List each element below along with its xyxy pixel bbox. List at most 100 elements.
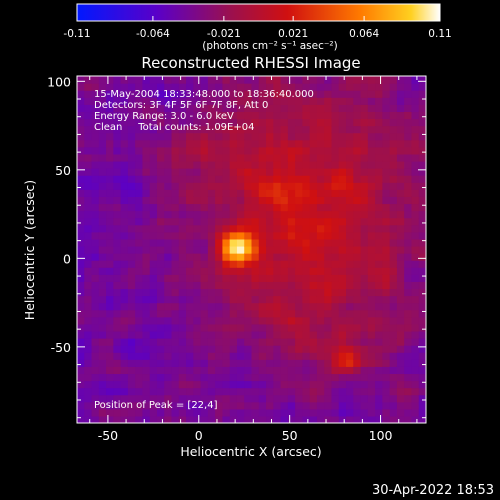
- heatmap-cell: [186, 175, 194, 183]
- heatmap-cell: [295, 401, 303, 410]
- heatmap-cell: [164, 387, 173, 396]
- heatmap-cell: [84, 132, 93, 141]
- heatmap-cell: [251, 281, 260, 290]
- heatmap-cell: [331, 224, 340, 233]
- heatmap-cell: [309, 302, 318, 311]
- heatmap-cell: [418, 394, 426, 403]
- heatmap-cell: [127, 415, 136, 423]
- heatmap-cell: [171, 288, 180, 297]
- heatmap-cell: [353, 182, 362, 190]
- heatmap-cell: [353, 245, 362, 254]
- heatmap-cell: [338, 104, 347, 113]
- heatmap-cell: [309, 196, 318, 205]
- heatmap-cell: [338, 288, 347, 297]
- heatmap-cell: [375, 408, 383, 417]
- heatmap-cell: [273, 366, 282, 375]
- heatmap-cell: [411, 359, 420, 367]
- heatmap-cell: [229, 359, 238, 367]
- heatmap-cell: [367, 90, 376, 98]
- heatmap-cell: [106, 323, 114, 332]
- heatmap-cell: [404, 288, 413, 297]
- heatmap-cell: [98, 415, 107, 423]
- heatmap-cell: [353, 231, 362, 240]
- heatmap-cell: [244, 175, 253, 183]
- heatmap-cell: [91, 125, 100, 134]
- heatmap-cell: [91, 359, 100, 367]
- heatmap-cell: [338, 408, 347, 417]
- heatmap-cell: [302, 97, 311, 105]
- heatmap-cell: [346, 380, 354, 389]
- heatmap-cell: [215, 338, 224, 346]
- heatmap-cell: [91, 316, 100, 325]
- heatmap-cell: [338, 323, 347, 332]
- heatmap-cell: [302, 387, 311, 396]
- heatmap-cell: [207, 408, 216, 417]
- heatmap-cell: [367, 366, 376, 375]
- heatmap-cell: [207, 97, 216, 105]
- heatmap-cell: [222, 224, 231, 233]
- heatmap-cell: [193, 415, 202, 423]
- heatmap-cell: [280, 168, 289, 176]
- peak-position-label: Position of Peak = [22,4]: [94, 400, 218, 411]
- heatmap-cell: [236, 153, 245, 162]
- heatmap-cell: [113, 401, 122, 410]
- heatmap-cell: [200, 203, 209, 212]
- heatmap-cell: [360, 408, 369, 417]
- heatmap-cell: [382, 366, 391, 375]
- heatmap-cell: [135, 125, 144, 134]
- heatmap-cell: [309, 352, 318, 360]
- heatmap-cell: [258, 83, 267, 91]
- heatmap-cell: [106, 153, 114, 162]
- heatmap-cell: [113, 118, 122, 127]
- heatmap-cell: [77, 118, 85, 127]
- heatmap-cell: [324, 125, 333, 134]
- heatmap-cell: [178, 415, 187, 423]
- heatmap-cell: [295, 210, 303, 219]
- heatmap-cell: [200, 260, 209, 268]
- heatmap-cell: [84, 281, 93, 290]
- heatmap-cell: [200, 415, 209, 423]
- heatmap-cell: [418, 359, 426, 367]
- heatmap-cell: [396, 323, 405, 332]
- heatmap-cell: [244, 387, 253, 396]
- heatmap-cell: [236, 238, 245, 247]
- heatmap-cell: [273, 323, 282, 332]
- heatmap-cell: [396, 245, 405, 254]
- heatmap-cell: [193, 345, 202, 353]
- heatmap-cell: [375, 387, 383, 396]
- heatmap-cell: [367, 380, 376, 389]
- heatmap-cell: [229, 238, 238, 247]
- heatmap-cell: [396, 330, 405, 339]
- heatmap-cell: [396, 111, 405, 120]
- heatmap-cell: [302, 281, 311, 290]
- heatmap-cell: [389, 309, 398, 318]
- heatmap-cell: [244, 309, 253, 318]
- heatmap-cell: [156, 281, 165, 290]
- heatmap-cell: [251, 76, 260, 84]
- heatmap-cell: [156, 203, 165, 212]
- heatmap-cell: [164, 302, 173, 311]
- heatmap-cell: [396, 408, 405, 417]
- heatmap-cell: [106, 267, 114, 275]
- heatmap-cell: [375, 139, 383, 148]
- heatmap-cell: [273, 231, 282, 240]
- heatmap-cell: [178, 401, 187, 410]
- heatmap-cell: [367, 111, 376, 120]
- heatmap-cell: [251, 352, 260, 360]
- heatmap-cell: [91, 323, 100, 332]
- heatmap-cell: [280, 90, 289, 98]
- heatmap-cell: [302, 111, 311, 120]
- heatmap-cell: [375, 97, 383, 105]
- heatmap-cell: [367, 160, 376, 169]
- heatmap-cell: [287, 309, 296, 318]
- heatmap-cell: [353, 330, 362, 339]
- heatmap-cell: [273, 260, 282, 268]
- heatmap-cell: [142, 415, 151, 423]
- heatmap-cell: [404, 132, 413, 141]
- heatmap-cell: [346, 76, 354, 84]
- heatmap-cell: [258, 352, 267, 360]
- heatmap-cell: [164, 97, 173, 105]
- heatmap-cell: [411, 118, 420, 127]
- heatmap-cell: [236, 125, 245, 134]
- heatmap-cell: [418, 274, 426, 282]
